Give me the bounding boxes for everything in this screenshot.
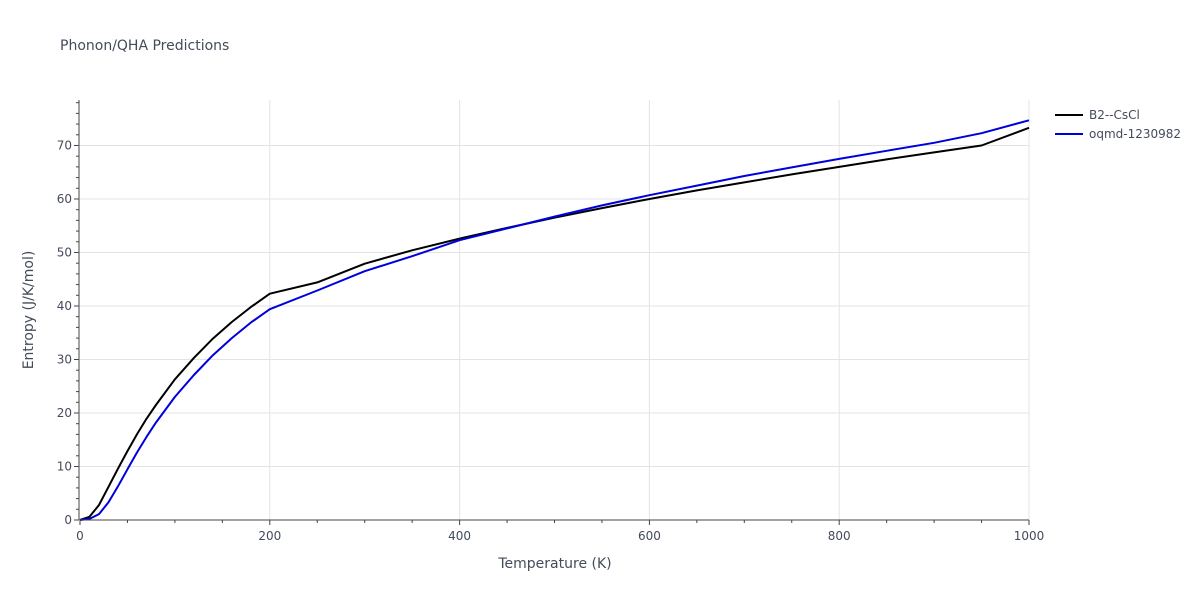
y-tick-label: 30 (57, 352, 72, 366)
x-tick-label: 800 (828, 529, 851, 543)
y-tick-label: 50 (57, 245, 72, 259)
y-axis-label: Entropy (J/K/mol) (21, 251, 37, 370)
y-tick-label: 10 (57, 459, 72, 473)
x-tick-label: 1000 (1014, 529, 1045, 543)
x-axis-label: Temperature (K) (497, 556, 611, 572)
y-tick-label: 0 (64, 513, 72, 527)
x-tick-label: 0 (76, 529, 84, 543)
y-tick-label: 20 (57, 406, 72, 420)
series-line-0 (79, 126, 1030, 521)
axes (74, 100, 1030, 525)
series-line-1 (79, 119, 1030, 521)
legend: B2--CsCl oqmd-1230982 (1055, 108, 1181, 141)
series-layer (79, 119, 1030, 521)
legend-label: oqmd-1230982 (1089, 127, 1181, 141)
y-tick-label: 70 (57, 138, 72, 152)
y-tick-label: 60 (57, 192, 72, 206)
grid (80, 100, 1030, 520)
y-tick-label: 40 (57, 299, 72, 313)
x-tick-label: 600 (638, 529, 661, 543)
legend-label: B2--CsCl (1089, 108, 1140, 122)
chart-title: Phonon/QHA Predictions (60, 38, 229, 54)
x-tick-label: 400 (448, 529, 471, 543)
tick-labels: 0 200 400 600 800 1000 0 10 20 30 40 50 60 70 (57, 138, 1045, 543)
x-tick-label: 200 (258, 529, 281, 543)
